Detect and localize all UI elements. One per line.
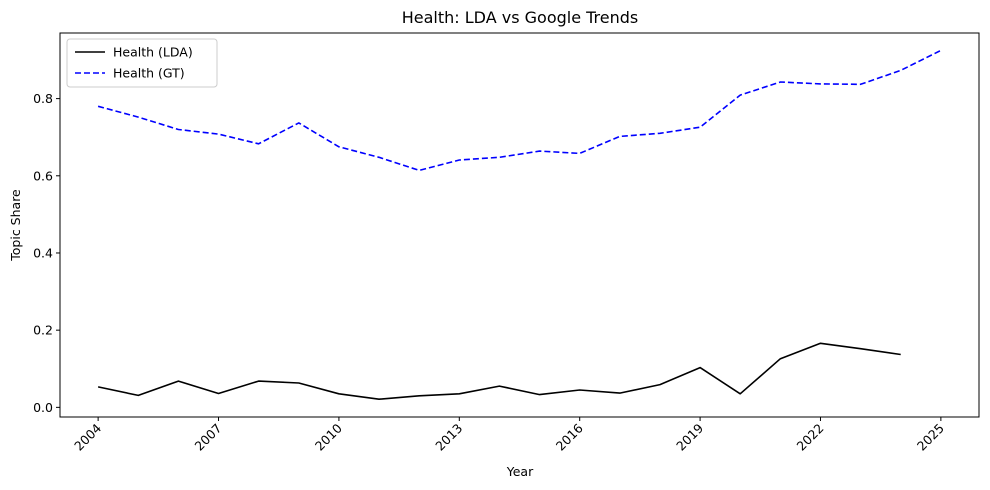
- x-tick-label-2022: 2022: [794, 421, 827, 454]
- series-line-2: [97, 49, 942, 172]
- x-axis-label: Year: [506, 464, 534, 479]
- series-line-1: [97, 342, 901, 401]
- chart-title: Health: LDA vs Google Trends: [402, 8, 639, 27]
- y-axis-label: Topic Share: [8, 189, 23, 262]
- legend-box: [66, 38, 218, 88]
- x-tick-label-2004: 2004: [71, 420, 104, 453]
- legend-label-1: Health (LDA): [113, 45, 193, 60]
- x-tick-label-2010: 2010: [312, 420, 345, 453]
- legend-label-2: Health (GT): [113, 66, 185, 81]
- x-tick-label-2013: 2013: [432, 421, 465, 454]
- x-tick-label-2007: 2007: [192, 421, 225, 454]
- x-tick-label-2016: 2016: [553, 420, 586, 453]
- y-tick-label-0: 0.0: [33, 400, 53, 415]
- y-tick-label-1: 0.2: [33, 323, 53, 338]
- legend: Health (LDA) Health (GT): [66, 38, 218, 88]
- x-tick-label-2025: 2025: [914, 421, 947, 454]
- plot-area: 2004 2007 2010 2013 2016 2019 2022 2025 0.0 0.2 0.…: [33, 32, 980, 454]
- axes-frame: [59, 32, 980, 418]
- y-tick-label-3: 0.6: [33, 168, 53, 183]
- y-tick-label-4: 0.8: [33, 91, 53, 106]
- y-tick-label-2: 0.4: [33, 245, 53, 260]
- x-tick-label-2019: 2019: [673, 420, 706, 453]
